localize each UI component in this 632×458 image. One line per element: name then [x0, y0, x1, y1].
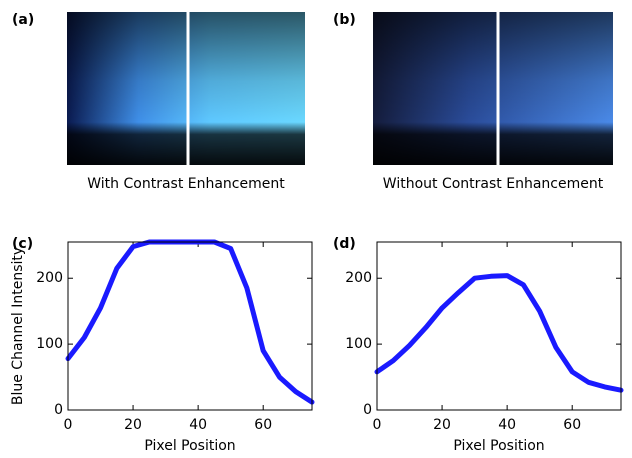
panel-label: (d): [333, 236, 356, 252]
y-tick-label: 200: [36, 270, 63, 286]
x-tick-label: 60: [254, 417, 272, 433]
x-tick-label: 20: [124, 417, 142, 433]
y-tick-label: 0: [363, 402, 372, 418]
x-tick-label: 40: [189, 417, 207, 433]
plot-frame: [67, 241, 313, 411]
x-tick-label: 0: [64, 417, 73, 433]
data-line: [65, 239, 315, 405]
x-tick-label: 0: [373, 417, 382, 433]
y-tick-label: 200: [345, 270, 372, 286]
caption: With Contrast Enhancement: [87, 176, 285, 192]
panel-label: (b): [333, 12, 356, 28]
y-tick-label: 100: [36, 336, 63, 352]
plot-frame: [376, 241, 622, 411]
x-tick-label: 60: [563, 417, 581, 433]
y-tick-label: 0: [54, 402, 63, 418]
image-a: [67, 12, 305, 165]
panel-label: (a): [12, 12, 34, 28]
x-axis-label: Pixel Position: [144, 438, 235, 454]
x-tick-label: 40: [498, 417, 516, 433]
panel-label: (c): [12, 236, 33, 252]
image-b: [373, 12, 613, 165]
y-axis-label: Blue Channel Intensity: [10, 247, 26, 405]
caption: Without Contrast Enhancement: [383, 176, 604, 192]
y-tick-label: 100: [345, 336, 372, 352]
x-axis-label: Pixel Position: [453, 438, 544, 454]
data-line: [374, 273, 624, 393]
x-tick-label: 20: [433, 417, 451, 433]
